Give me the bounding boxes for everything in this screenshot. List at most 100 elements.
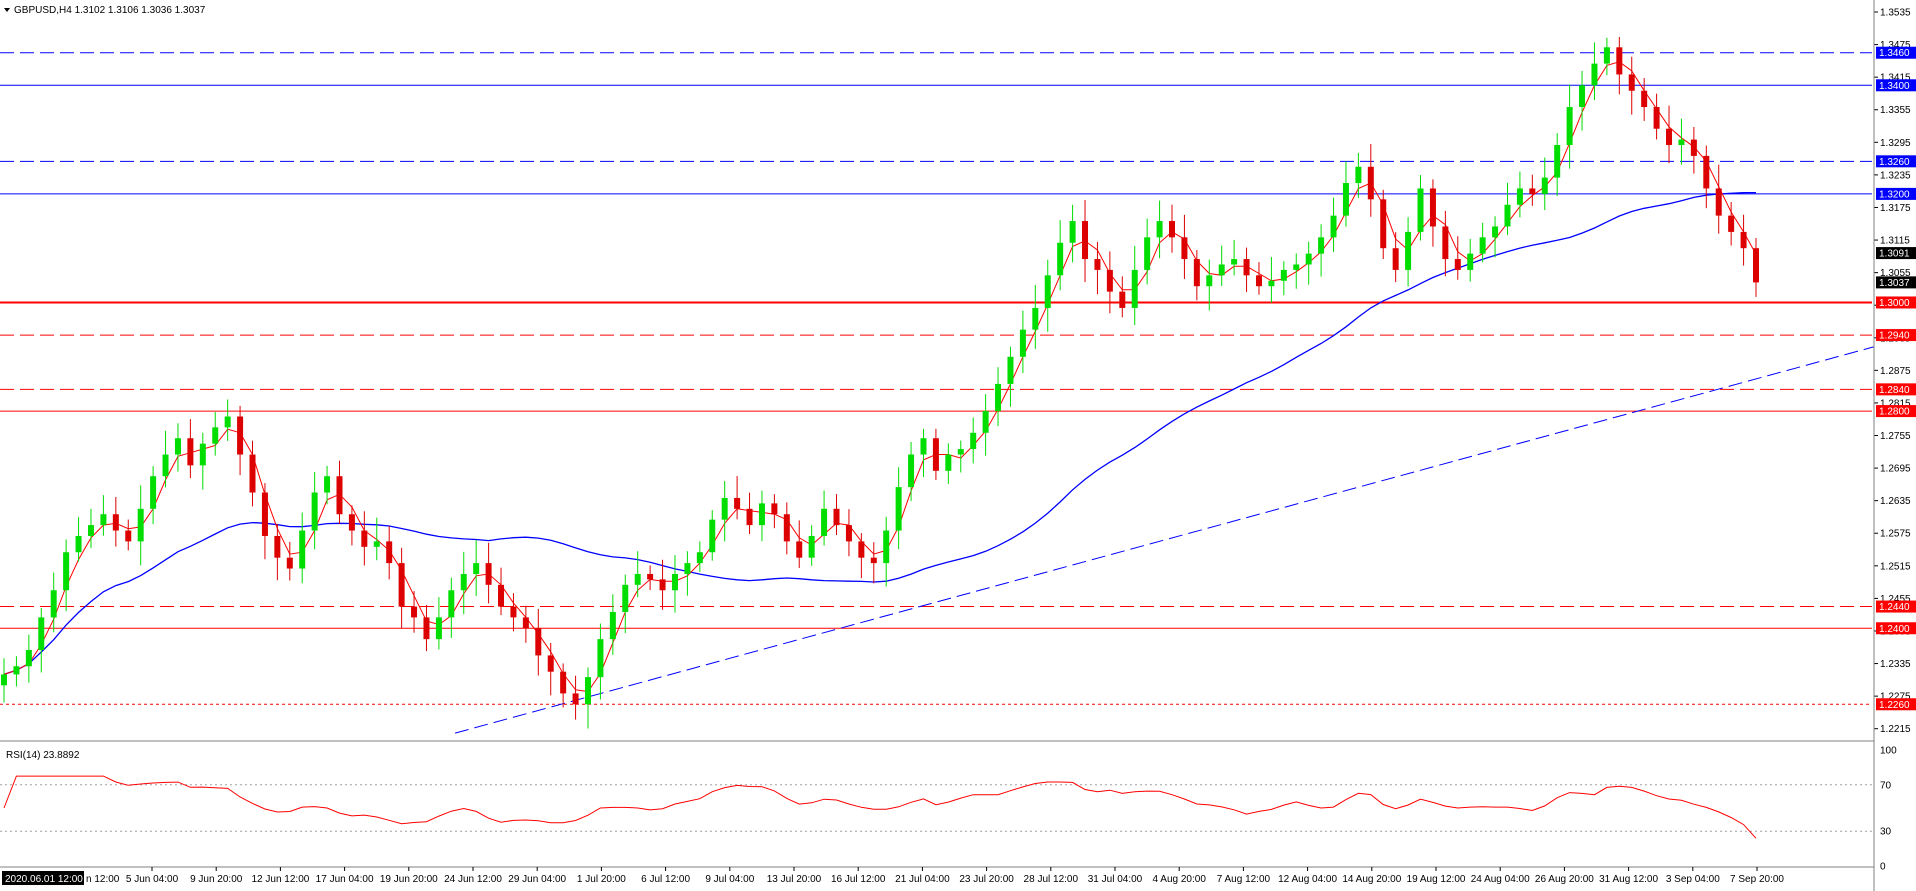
candle[interactable]: [1554, 133, 1561, 196]
trendline[interactable]: [454, 346, 1875, 734]
candle[interactable]: [1541, 157, 1548, 211]
candle[interactable]: [821, 490, 828, 546]
candle[interactable]: [1007, 346, 1014, 407]
candle[interactable]: [1492, 216, 1499, 258]
candle[interactable]: [212, 411, 219, 456]
candle[interactable]: [1405, 217, 1412, 287]
candle[interactable]: [858, 533, 865, 579]
candle[interactable]: [1380, 189, 1387, 259]
candle[interactable]: [1218, 245, 1225, 286]
candle[interactable]: [473, 539, 480, 597]
candle[interactable]: [1181, 214, 1188, 279]
candle[interactable]: [100, 495, 107, 536]
candle[interactable]: [647, 565, 654, 591]
candle[interactable]: [150, 466, 157, 525]
candle[interactable]: [299, 512, 306, 584]
candle[interactable]: [1467, 238, 1474, 282]
candle[interactable]: [771, 494, 778, 529]
candle[interactable]: [1454, 236, 1461, 280]
candle[interactable]: [908, 442, 915, 502]
candle[interactable]: [1417, 174, 1424, 241]
candle[interactable]: [1666, 105, 1673, 164]
candle[interactable]: [1044, 259, 1051, 332]
candle[interactable]: [634, 551, 641, 598]
candle[interactable]: [845, 509, 852, 557]
candle[interactable]: [895, 467, 902, 550]
candle[interactable]: [1057, 220, 1064, 291]
candle[interactable]: [1603, 37, 1610, 76]
candle[interactable]: [1678, 118, 1685, 165]
candle[interactable]: [411, 591, 418, 633]
candle[interactable]: [622, 574, 629, 634]
candle[interactable]: [75, 517, 82, 562]
candle[interactable]: [709, 510, 716, 561]
candle[interactable]: [1653, 93, 1660, 140]
candle[interactable]: [1367, 144, 1374, 217]
candle[interactable]: [1255, 262, 1262, 295]
candle[interactable]: [957, 440, 964, 473]
candle[interactable]: [1119, 276, 1126, 318]
candle[interactable]: [274, 523, 281, 581]
candle[interactable]: [1169, 204, 1175, 253]
candle[interactable]: [734, 476, 741, 520]
candle[interactable]: [1318, 224, 1325, 277]
candle[interactable]: [970, 417, 977, 464]
candle[interactable]: [286, 541, 293, 581]
candle[interactable]: [1579, 70, 1586, 131]
candle[interactable]: [671, 555, 678, 613]
candle[interactable]: [63, 539, 70, 612]
candle[interactable]: [1268, 256, 1275, 303]
candle[interactable]: [1516, 171, 1523, 218]
candle[interactable]: [920, 428, 927, 478]
candle[interactable]: [796, 520, 803, 569]
candle[interactable]: [870, 542, 877, 584]
candle[interactable]: [361, 511, 368, 566]
candle[interactable]: [423, 604, 430, 652]
candle[interactable]: [597, 623, 604, 700]
candle[interactable]: [237, 405, 244, 476]
candle[interactable]: [1206, 259, 1213, 311]
candle[interactable]: [348, 505, 355, 546]
candle[interactable]: [1728, 202, 1735, 246]
candle[interactable]: [485, 542, 492, 604]
candle[interactable]: [1193, 250, 1200, 301]
candle[interactable]: [535, 608, 542, 676]
candle[interactable]: [460, 551, 467, 615]
candle[interactable]: [560, 663, 567, 708]
candle[interactable]: [373, 517, 380, 561]
candle[interactable]: [1566, 84, 1573, 169]
candle[interactable]: [1529, 174, 1536, 206]
candle[interactable]: [1442, 210, 1449, 277]
candle[interactable]: [659, 559, 666, 610]
candle[interactable]: [174, 423, 181, 472]
candle[interactable]: [995, 367, 1002, 427]
candle[interactable]: [1740, 214, 1747, 266]
candle[interactable]: [572, 675, 579, 720]
candle[interactable]: [1094, 242, 1101, 295]
candle[interactable]: [758, 490, 765, 542]
candle[interactable]: [224, 399, 231, 441]
candle[interactable]: [1293, 253, 1300, 289]
candle[interactable]: [696, 541, 703, 572]
candle[interactable]: [25, 634, 32, 683]
candle[interactable]: [1715, 164, 1722, 234]
candle[interactable]: [435, 597, 442, 650]
candle[interactable]: [883, 516, 890, 587]
candle[interactable]: [1479, 222, 1486, 263]
candle[interactable]: [1156, 200, 1163, 259]
candle[interactable]: [1305, 241, 1312, 285]
candle[interactable]: [398, 547, 405, 629]
candle[interactable]: [945, 443, 952, 484]
candle[interactable]: [1019, 310, 1026, 374]
candle[interactable]: [1330, 197, 1337, 252]
candle[interactable]: [1144, 218, 1151, 285]
candle[interactable]: [982, 394, 989, 456]
candle[interactable]: [137, 485, 144, 566]
candle[interactable]: [808, 525, 815, 566]
candle[interactable]: [498, 567, 505, 616]
candle[interactable]: [1641, 78, 1648, 121]
candle[interactable]: [1753, 238, 1759, 297]
candle[interactable]: [783, 502, 790, 555]
candle[interactable]: [1504, 182, 1511, 236]
